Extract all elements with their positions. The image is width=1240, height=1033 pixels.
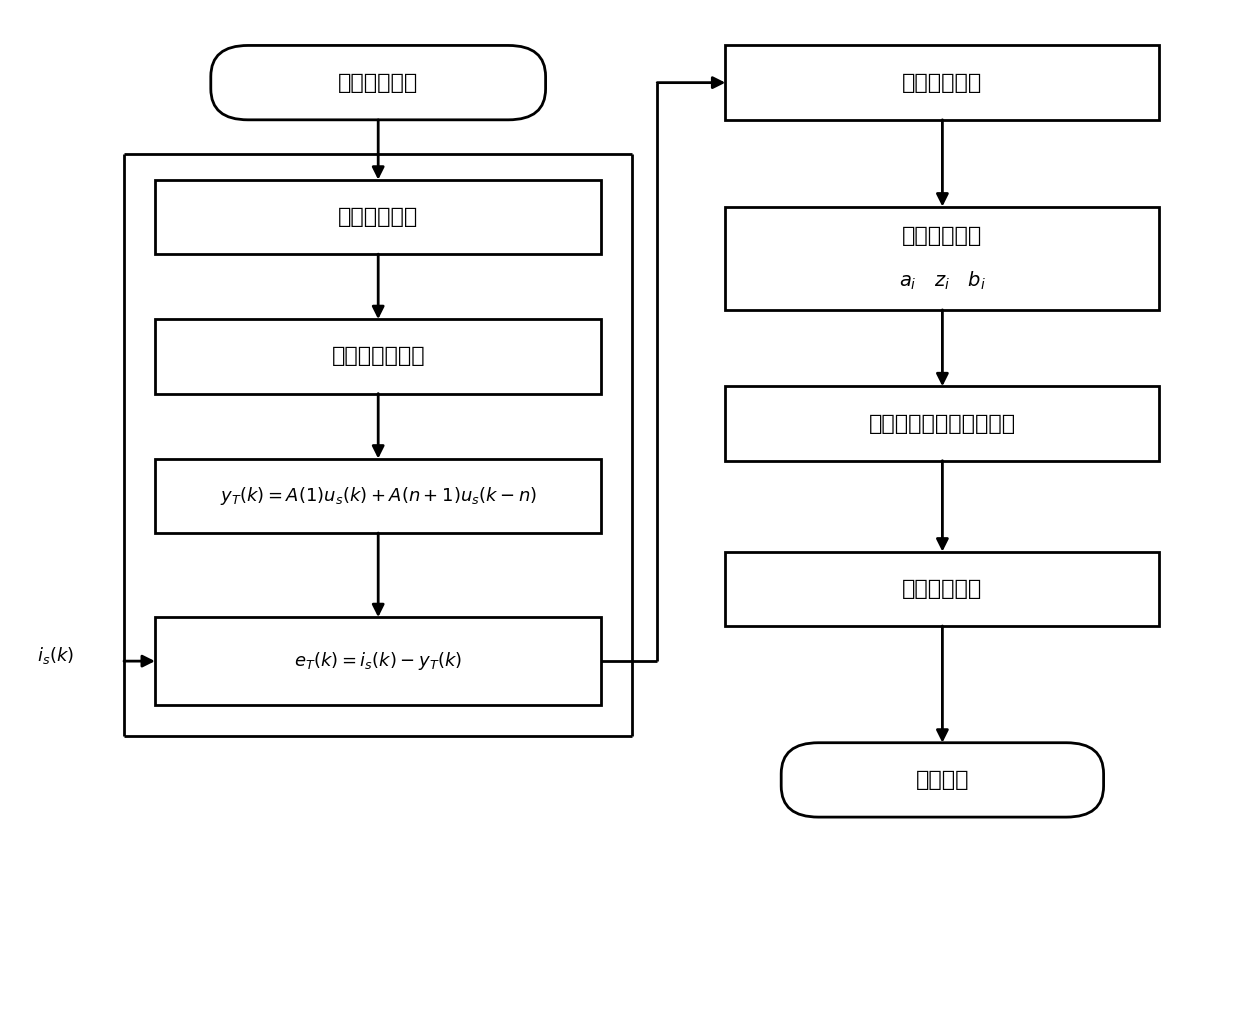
Text: 确定电压间隔: 确定电压间隔 [339,207,418,227]
Text: 提取特征分量频率和幅值: 提取特征分量频率和幅值 [869,413,1016,434]
Bar [155,180,601,254]
FancyBboxPatch shape [781,743,1104,817]
Text: $a_i \quad z_i \quad b_i$: $a_i \quad z_i \quad b_i$ [899,270,986,292]
Bar [155,319,601,394]
Text: 求解相关参数: 求解相关参数 [903,225,982,246]
Bar [155,617,601,705]
Text: $e_T(k)=i_s(k)-y_T(k)$: $e_T(k)=i_s(k)-y_T(k)$ [294,650,463,672]
Text: $y_T(k)=A(1)u_s(k)+A(n+1)u_s(k-n)$: $y_T(k)=A(1)u_s(k)+A(n+1)u_s(k-n)$ [219,484,537,507]
Text: 求取滤波器参数: 求取滤波器参数 [331,346,425,367]
Text: 电流电压采样: 电流电压采样 [339,72,418,93]
Bar [725,45,1159,120]
Text: 分隔滑动窗口: 分隔滑动窗口 [903,72,982,93]
Text: 判断是否故障: 判断是否故障 [903,578,982,599]
Text: 输出结果: 输出结果 [915,770,970,790]
Text: $i_s(k)$: $i_s(k)$ [37,646,74,666]
Bar [725,552,1159,626]
Bar [155,459,601,533]
Bar [725,386,1159,461]
Bar [725,207,1159,310]
FancyBboxPatch shape [211,45,546,120]
